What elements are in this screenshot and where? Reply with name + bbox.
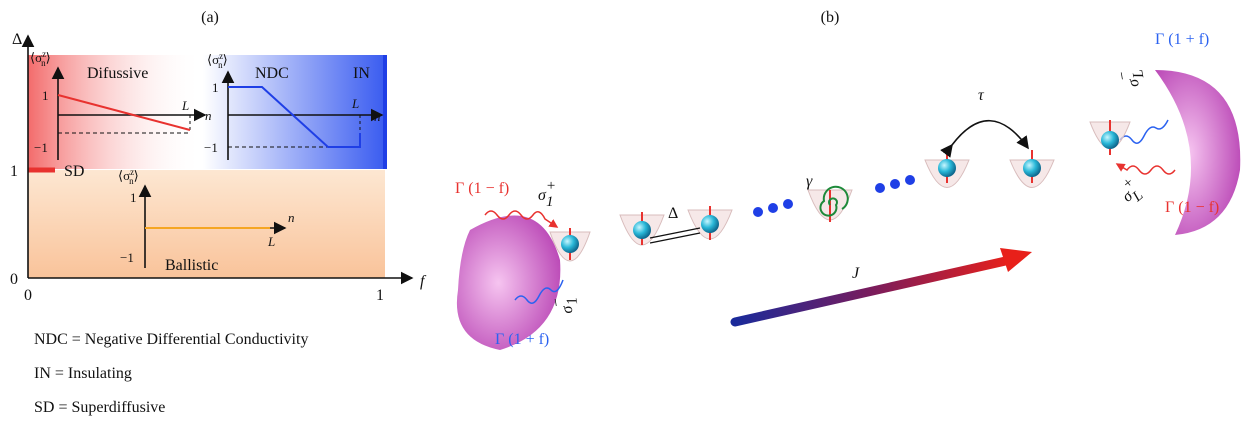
panel-a: (a) Δ f 0 1 0 1 Difussive NDC IN SD Ball… <box>10 9 427 416</box>
dephasing-label: γ <box>806 173 813 190</box>
inset-tick: 1 <box>42 88 49 103</box>
profile-line <box>228 86 361 148</box>
region-label: Ballistic <box>165 257 218 274</box>
inset-diffusive: ⟨σz n⟩ 1 −1 L n <box>30 49 212 160</box>
wave-out <box>514 279 564 304</box>
inset-tick: −1 <box>34 140 48 155</box>
legend-entry: SD = Superdiffusive <box>34 399 165 416</box>
hopping-arc <box>940 120 1029 158</box>
inset-y-label: ⟨σz n⟩ <box>118 167 139 186</box>
dephasing-spiral <box>819 185 849 217</box>
rate-label: Γ (1 − f) <box>1165 199 1219 216</box>
inset-ballistic: ⟨σz n⟩ 1 −1 L n <box>118 167 295 268</box>
region-label: SD <box>64 163 84 180</box>
inset-axis-label: n <box>374 109 381 124</box>
inset-length: L <box>181 98 189 113</box>
y-axis-label: Δ <box>12 31 22 48</box>
wells <box>549 121 1131 262</box>
inset-tick: −1 <box>204 140 218 155</box>
inset-axis-label: n <box>205 108 212 123</box>
right-bath <box>1155 70 1241 235</box>
x-tick: 1 <box>376 287 384 304</box>
y-tick: 1 <box>10 163 18 180</box>
left-bath <box>456 215 561 350</box>
y-tick: 0 <box>10 271 18 288</box>
hopping-label: τ <box>978 87 985 104</box>
current-arrowhead <box>1000 248 1032 272</box>
inset-y-label: ⟨σz n⟩ <box>30 49 51 68</box>
region-label: Difussive <box>87 65 148 82</box>
inset-tick: −1 <box>120 250 134 265</box>
inset-axis-label: n <box>288 210 295 225</box>
x-axis-label: f <box>420 273 427 290</box>
ballistic-region <box>28 170 385 278</box>
panel-label: (b) <box>821 9 840 26</box>
wave-in <box>1115 163 1176 175</box>
inset-tick: 1 <box>130 190 137 205</box>
spin-balls <box>561 131 1119 253</box>
operator-label: σ−L <box>1114 67 1149 90</box>
region-label: NDC <box>255 65 289 82</box>
panel-label: (a) <box>201 9 219 26</box>
panel-b: (b) Γ (1 − f) Γ (1 + f) Γ (1 + f) Γ (1 −… <box>455 9 1241 350</box>
legend-entry: NDC = Negative Differential Conductivity <box>34 331 308 348</box>
ellipsis-dots <box>753 175 915 217</box>
operator-label: σ+ 1 <box>538 178 556 210</box>
inset-length: L <box>267 234 275 249</box>
wave-in <box>484 210 559 228</box>
current-arrow <box>730 255 1015 327</box>
operator-label: σ−1 <box>548 293 583 316</box>
coupling <box>649 227 701 244</box>
rate-label: Γ (1 + f) <box>495 331 549 348</box>
inset-ndc: ⟨σz n⟩ 1 −1 L n <box>204 51 384 160</box>
region-label: IN <box>353 65 370 82</box>
rate-label: Γ (1 − f) <box>455 180 509 197</box>
inset-y-label: ⟨σz n⟩ <box>207 51 228 70</box>
current-label: J <box>852 265 860 282</box>
profile-line <box>57 94 191 131</box>
legend-entry: IN = Insulating <box>34 365 132 382</box>
wave-out <box>1119 119 1169 144</box>
inset-tick: 1 <box>212 80 219 95</box>
operator-label: σ+L <box>1113 174 1147 210</box>
inset-length: L <box>351 96 359 111</box>
rate-label: Γ (1 + f) <box>1155 31 1209 48</box>
x-tick: 0 <box>24 287 32 304</box>
anisotropy-label: Δ <box>668 205 678 222</box>
